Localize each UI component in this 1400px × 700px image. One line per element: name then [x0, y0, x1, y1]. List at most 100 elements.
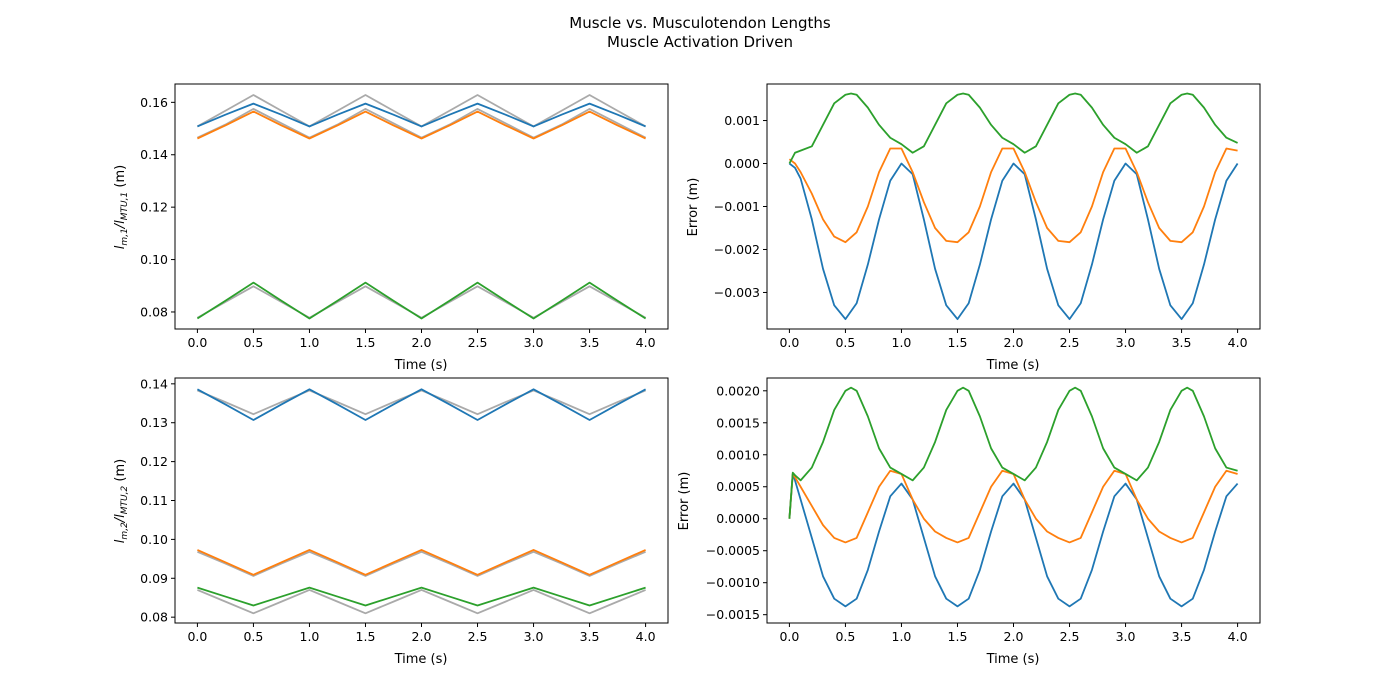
axes-frame	[766, 377, 1261, 624]
axes-frame	[174, 377, 669, 624]
y-tick-label: −0.002	[714, 242, 760, 257]
series-line-green-5	[196, 281, 647, 320]
y-tick-label: 0.0010	[716, 447, 760, 462]
y-tick-label: 0.001	[724, 113, 760, 128]
error-plot-muscle-1: 0.0 0.5 1.0 1.5 2.0 2.5 3.0 3.5 4.0 −0.003 −0.002 −…	[686, 83, 1261, 373]
x-tick-label: 2.5	[1060, 335, 1080, 350]
x-tick-label: 2.5	[468, 629, 488, 644]
x-tick-label: 2.0	[1004, 629, 1024, 644]
plot-area: 0.0 0.5 1.0 1.5 2.0 2.5 3.0 3.5 4.0 0.08 0.10 0.12 0…	[140, 83, 669, 350]
x-axis-label: Time (s)	[394, 652, 448, 667]
x-tick-label: 3.0	[524, 629, 544, 644]
y-tick-label: 0.0005	[716, 479, 760, 494]
series-line-blue-3	[197, 102, 646, 128]
series-line-orange-1	[788, 147, 1238, 244]
x-tick-label: 0.5	[243, 335, 263, 350]
x-tick-label: 1.0	[892, 629, 912, 644]
y-tick-label: 0.11	[140, 493, 168, 508]
series-line-gray-0	[197, 389, 646, 416]
y-tick-label: 0.10	[140, 252, 168, 267]
series-line-green-2	[788, 92, 1238, 164]
x-tick-label: 2.0	[412, 629, 432, 644]
y-tick-label: 0.12	[140, 454, 168, 469]
y-tick-label: −0.0015	[706, 607, 760, 622]
figure-title-line2: Muscle Activation Driven	[607, 33, 793, 51]
x-tick-label: 0.5	[243, 629, 263, 644]
x-tick-label: 0.5	[835, 629, 855, 644]
error-plot-muscle-2: 0.0 0.5 1.0 1.5 2.0 2.5 3.0 3.5 4.0 −0.0015 −0.001…	[677, 377, 1261, 667]
y-tick-label: 0.08	[140, 304, 168, 319]
length-plot-muscle-1: 0.0 0.5 1.0 1.5 2.0 2.5 3.0 3.5 4.0 0.08 0.10 0.12 0…	[113, 83, 669, 373]
series-line-gray-0	[196, 94, 647, 128]
x-tick-label: 1.5	[948, 335, 968, 350]
x-tick-label: 0.5	[835, 335, 855, 350]
y-tick-label: −0.0005	[706, 543, 760, 558]
y-axis-label: lm,1/lMTU,1 (m)	[113, 165, 130, 249]
axes-frame	[766, 83, 1261, 330]
axes-frame	[174, 83, 669, 330]
length-plot-muscle-2: 0.0 0.5 1.0 1.5 2.0 2.5 3.0 3.5 4.0 0.08 0.09 0.10 0…	[113, 376, 669, 667]
x-tick-label: 0.0	[779, 629, 799, 644]
y-tick-label: 0.14	[140, 376, 168, 391]
y-tick-label: −0.001	[714, 199, 760, 214]
x-tick-label: 1.5	[356, 629, 376, 644]
x-tick-label: 0.0	[187, 335, 207, 350]
series-line-blue-0	[788, 473, 1239, 608]
x-tick-label: 0.0	[187, 629, 207, 644]
x-tick-label: 3.0	[524, 335, 544, 350]
x-tick-label: 1.0	[300, 335, 320, 350]
series-line-orange-4	[197, 548, 646, 576]
x-tick-label: 4.0	[1228, 335, 1248, 350]
y-tick-label: 0.09	[140, 571, 168, 586]
x-tick-label: 3.5	[580, 335, 600, 350]
y-tick-label: 0.16	[140, 95, 168, 110]
x-tick-label: 2.0	[412, 335, 432, 350]
plot-area: 0.0 0.5 1.0 1.5 2.0 2.5 3.0 3.5 4.0 −0.0015 −0.001…	[706, 377, 1261, 644]
x-tick-label: 3.0	[1116, 629, 1136, 644]
x-tick-label: 2.0	[1004, 335, 1024, 350]
x-tick-label: 1.5	[356, 335, 376, 350]
y-tick-label: 0.0015	[716, 415, 760, 430]
y-tick-label: 0.14	[140, 147, 168, 162]
y-axis-label: Error (m)	[677, 472, 692, 531]
series-line-gray-1	[197, 550, 646, 577]
x-tick-label: 3.5	[580, 629, 600, 644]
y-tick-label: 0.13	[140, 415, 168, 430]
y-tick-label: −0.003	[714, 285, 760, 300]
x-tick-label: 3.0	[1116, 335, 1136, 350]
x-tick-label: 1.5	[948, 629, 968, 644]
x-axis-label: Time (s)	[986, 358, 1040, 373]
x-tick-label: 4.0	[636, 629, 656, 644]
series-line-gray-1	[197, 107, 647, 139]
series-line-orange-1	[788, 469, 1238, 544]
y-tick-label: 0.08	[140, 610, 168, 625]
x-tick-label: 3.5	[1172, 335, 1192, 350]
plot-area: 0.0 0.5 1.0 1.5 2.0 2.5 3.0 3.5 4.0 0.08 0.09 0.10 0…	[140, 376, 669, 644]
y-tick-label: 0.0000	[716, 511, 760, 526]
series-line-gray-2	[196, 285, 647, 319]
figure-title-line1: Muscle vs. Musculotendon Lengths	[569, 14, 831, 32]
y-tick-label: 0.0020	[716, 383, 760, 398]
x-tick-label: 3.5	[1172, 629, 1192, 644]
series-line-blue-3	[196, 388, 647, 421]
x-tick-label: 4.0	[1228, 629, 1248, 644]
y-tick-label: 0.10	[140, 532, 168, 547]
x-tick-label: 0.0	[779, 335, 799, 350]
y-tick-label: 0.000	[724, 156, 760, 171]
x-axis-label: Time (s)	[394, 358, 448, 373]
x-tick-label: 2.5	[468, 335, 488, 350]
x-tick-label: 1.0	[300, 629, 320, 644]
y-tick-label: −0.0010	[706, 575, 760, 590]
x-tick-label: 1.0	[892, 335, 912, 350]
series-line-green-2	[788, 386, 1238, 519]
x-axis-label: Time (s)	[986, 652, 1040, 667]
y-tick-label: 0.12	[140, 200, 168, 215]
series-line-orange-4	[197, 110, 646, 140]
x-tick-label: 4.0	[636, 335, 656, 350]
x-tick-label: 2.5	[1060, 629, 1080, 644]
series-line-green-5	[197, 586, 646, 607]
series-line-gray-2	[197, 589, 646, 615]
y-axis-label: lm,2/lMTU,2 (m)	[113, 459, 130, 543]
y-axis-label: Error (m)	[686, 178, 701, 237]
